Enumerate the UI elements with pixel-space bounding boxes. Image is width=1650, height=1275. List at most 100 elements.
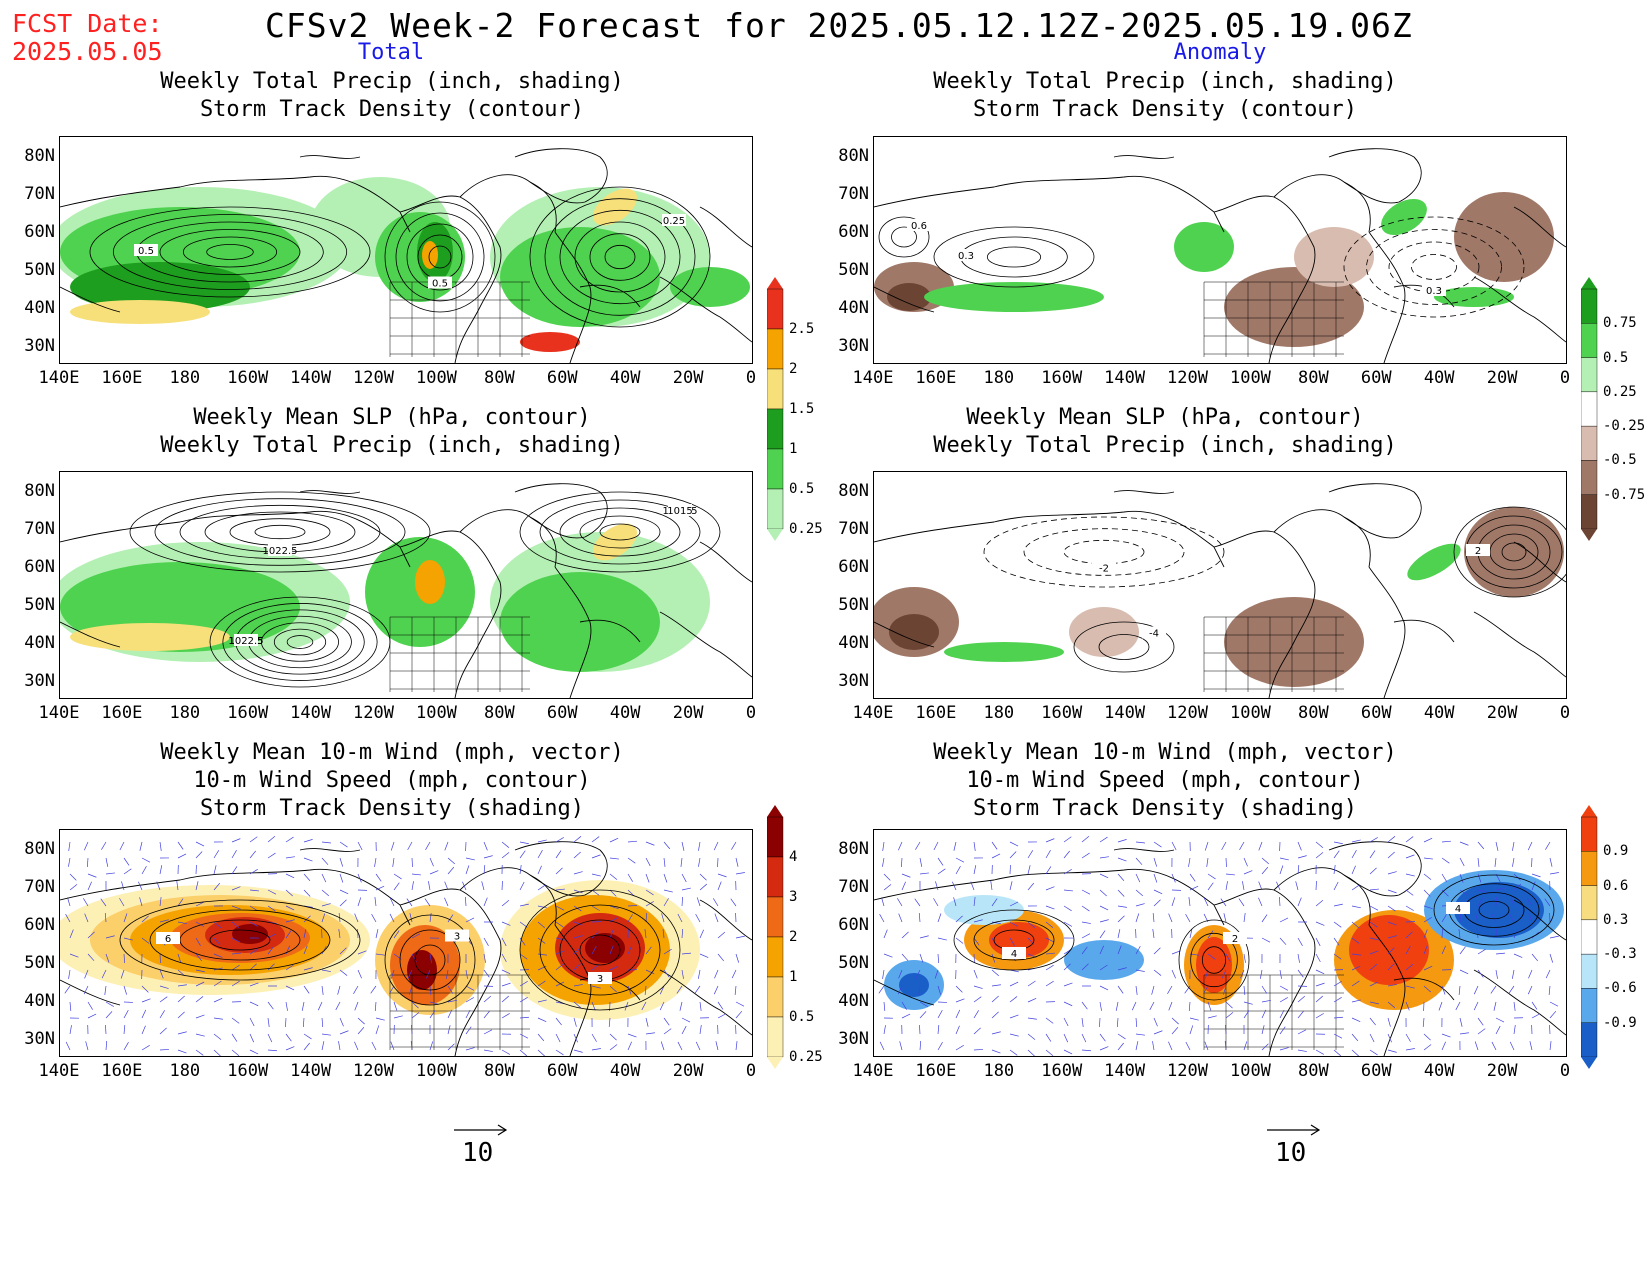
wind-vector — [1351, 965, 1361, 971]
wind-vector — [1549, 953, 1554, 963]
wind-vector — [1549, 1001, 1559, 1007]
wind-vector — [1225, 1012, 1234, 1019]
colorbar-swatch — [1580, 391, 1598, 427]
longitude-tick-label: 100W — [415, 703, 457, 723]
colorbar-storm-total: 4 3 2 1 0.5 0.25 — [766, 805, 857, 1079]
wind-vector — [955, 985, 963, 993]
wind-vector — [1045, 1049, 1054, 1056]
wind-vector — [444, 897, 449, 907]
wind-vector — [1513, 873, 1521, 881]
wind-vector — [177, 921, 187, 925]
wind-vector — [213, 921, 222, 929]
colorbar-label: 0.3 — [1603, 911, 1629, 928]
wind-vector — [375, 953, 385, 956]
wind-vector — [663, 1028, 672, 1035]
latitude-tick-label: 60N — [838, 915, 869, 935]
precip-anomaly-area — [1454, 192, 1554, 282]
wind-vector — [1369, 888, 1379, 891]
wind-vector — [123, 985, 127, 995]
wind-vector — [1333, 921, 1342, 928]
wind-vector — [177, 953, 182, 963]
wind-vector — [1027, 921, 1036, 929]
coastline — [299, 848, 361, 852]
wind-vector — [1369, 1049, 1378, 1056]
wind-vector — [483, 1029, 493, 1035]
wind-vector — [973, 937, 980, 946]
wind-vector — [1279, 1009, 1285, 1019]
wind-vector — [1297, 969, 1304, 978]
wind-vector — [141, 1045, 150, 1051]
contour-label: 0.25 — [663, 216, 685, 227]
wind-vector — [677, 1041, 683, 1051]
wind-vector — [285, 1017, 287, 1028]
wind-vector — [393, 1015, 403, 1019]
wind-vector — [321, 1041, 325, 1051]
wind-vector — [1387, 851, 1395, 859]
wind-vector — [1081, 963, 1089, 971]
wind-vector — [1204, 1041, 1209, 1051]
wind-vector — [1477, 948, 1486, 955]
wind-vector — [676, 985, 683, 994]
wind-vector — [1117, 873, 1125, 881]
wind-vector — [1117, 945, 1122, 955]
wind-vector — [1495, 841, 1499, 851]
wind-vector — [735, 1001, 745, 1007]
wind-vector — [339, 1030, 349, 1035]
wind-vector — [1513, 1025, 1516, 1035]
wind-vector — [1369, 850, 1376, 859]
wind-vector — [681, 841, 685, 851]
precip-anomaly-area — [924, 282, 1104, 312]
wind-vector — [462, 881, 467, 891]
wind-vector — [591, 1048, 601, 1051]
wind-vector — [991, 853, 1001, 859]
wind-vector — [555, 1033, 561, 1043]
latitude-tick-label: 30N — [24, 671, 55, 691]
wind-vector — [1117, 915, 1125, 923]
contour-line — [539, 904, 661, 996]
wind-vector — [953, 841, 957, 851]
wind-vector — [1315, 1049, 1324, 1055]
coastline — [514, 483, 608, 539]
wind-vector — [1531, 1001, 1538, 1010]
wind-vector — [105, 872, 115, 875]
wind-vector — [411, 873, 421, 876]
forecast-date-block: FCST Date: 2025.05.05 — [12, 10, 163, 66]
wind-vector — [1476, 929, 1479, 939]
wind-vector — [1279, 857, 1289, 861]
wind-vector — [1045, 1017, 1054, 1024]
wind-vector — [901, 1001, 907, 1010]
wind-vector — [919, 857, 923, 867]
wind-vector — [483, 841, 488, 851]
wind-vector — [1513, 1001, 1516, 1011]
longitude-tick-label: 80W — [1298, 703, 1329, 723]
longitude-tick-label: 20W — [1486, 1061, 1518, 1081]
contour-label: 3 — [597, 974, 603, 985]
longitude-tick-label: 140W — [1104, 368, 1146, 388]
colorbar-precip-total: 2.5 2 1.5 1 0.5 0.25 — [766, 277, 857, 551]
wind-vector — [303, 915, 311, 923]
wind-vector — [1135, 1041, 1139, 1051]
panel-title-anom-precip: Weekly Total Precip (inch, shading) Storm… — [933, 69, 1397, 122]
wind-vector — [1477, 889, 1487, 893]
wind-vector — [465, 985, 475, 991]
wind-vector — [1369, 981, 1379, 987]
wind-vector — [1511, 969, 1515, 979]
wind-vector — [591, 1033, 597, 1042]
wind-vector — [901, 881, 906, 891]
wind-vector — [1243, 870, 1253, 875]
forecast-date-value: 2025.05.05 — [12, 37, 163, 66]
colorbar-cap-top — [767, 277, 783, 289]
wind-vector — [1513, 953, 1523, 958]
latitude-tick-label: 50N — [24, 953, 55, 973]
wind-vector — [1473, 1001, 1479, 1011]
wind-vector — [249, 850, 256, 859]
wind-vector — [1149, 1001, 1155, 1011]
wind-vector — [303, 929, 307, 939]
wind-vector — [1333, 903, 1343, 907]
contour-line — [519, 889, 681, 1011]
wind-vector — [1405, 873, 1415, 877]
wind-vector — [339, 889, 349, 895]
map-canvas: 0.30.30.90.60.30.60.90.30.60.30.3 — [874, 148, 1566, 363]
wind-vector — [121, 881, 125, 891]
contour-label-bg — [954, 249, 978, 261]
